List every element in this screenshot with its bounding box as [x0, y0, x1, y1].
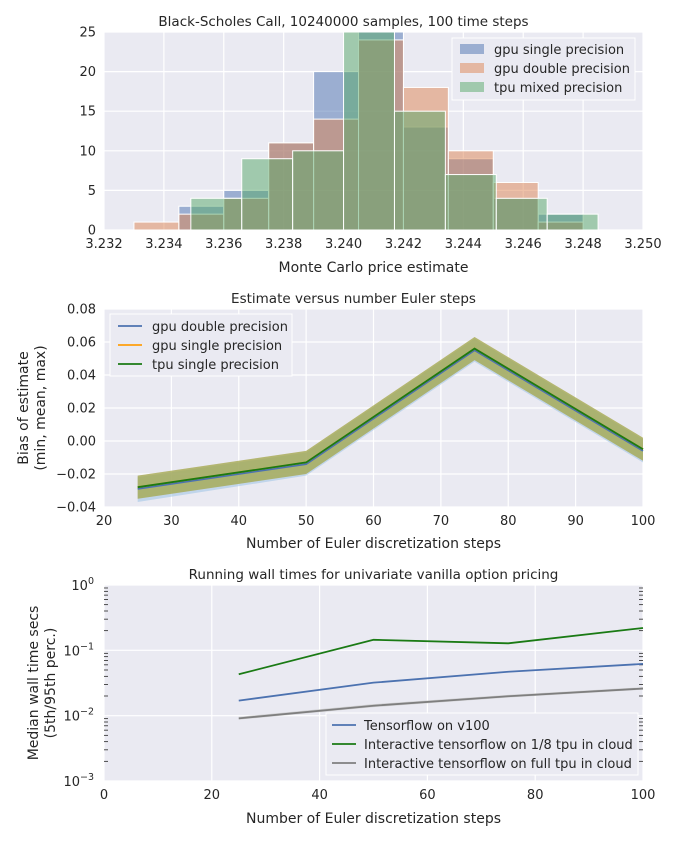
x-tick-label: 3.238	[265, 237, 302, 252]
y-tick-label: 10−2	[63, 707, 94, 725]
y-tick-base: 10	[63, 710, 80, 725]
y-tick-label: 0.06	[67, 336, 96, 351]
histogram-bar	[393, 110, 446, 231]
y-tick-label: 20	[79, 65, 96, 80]
legend-label: gpu double precision	[152, 320, 288, 335]
series-line	[238, 687, 644, 720]
y-tick-label: 0.02	[67, 402, 96, 417]
series-line-tpu-single-precision	[137, 347, 644, 489]
y-tick-exponent: −3	[80, 772, 94, 783]
x-tick-label: 100	[631, 788, 656, 803]
y-axis-label-line: Bias of estimate	[16, 351, 32, 464]
min-max-band	[137, 337, 643, 499]
histogram-bar	[546, 213, 599, 231]
y-tick-label: −0.02	[56, 468, 96, 483]
x-tick-label: 30	[163, 514, 180, 529]
x-tick-label: 3.236	[205, 237, 242, 252]
x-tick-label: 3.232	[85, 237, 122, 252]
chart-title: Running wall times for univariate vanill…	[189, 567, 559, 583]
x-tick-label: 40	[230, 514, 247, 529]
x-tick-label: 50	[298, 514, 315, 529]
legend-swatch	[460, 44, 484, 54]
x-tick-label: 70	[433, 514, 450, 529]
y-tick-label: 5	[88, 184, 96, 199]
y-tick-label: 0	[88, 224, 96, 239]
histogram-bar	[292, 150, 345, 231]
y-tick-label: 0.04	[67, 369, 96, 384]
legend	[325, 712, 639, 776]
histogram-bar	[495, 197, 548, 231]
series-line	[238, 662, 644, 702]
x-axis-label: Number of Euler discretization steps	[246, 536, 501, 552]
x-tick-label: 3.248	[565, 237, 602, 252]
y-axis-label: Median wall time secs(5th/95th perc.)	[26, 606, 59, 761]
legend-label: gpu double precision	[494, 62, 630, 77]
legend-swatch	[460, 82, 484, 92]
x-tick-label: 3.242	[385, 237, 422, 252]
y-tick-label: −0.04	[56, 501, 96, 516]
y-tick-exponent: −1	[80, 641, 94, 652]
x-tick-label: 80	[527, 788, 544, 803]
legend-label: Interactive tensorflow on full tpu in cl…	[364, 757, 632, 772]
chart-title: Estimate versus number Euler steps	[231, 291, 476, 307]
x-tick-label: 80	[500, 514, 517, 529]
legend-label: tpu mixed precision	[494, 81, 622, 96]
legend-label: Tensorflow on v100	[363, 719, 490, 734]
y-axis-label-line: (5th/95th perc.)	[43, 628, 59, 739]
y-tick-label: 0.00	[67, 435, 96, 450]
x-tick-label: 100	[631, 514, 656, 529]
legend-label: Interactive tensorflow on 1/8 tpu in clo…	[364, 738, 633, 753]
y-axis-label-line: Median wall time secs	[26, 606, 42, 761]
y-tick-label: 0.08	[67, 303, 96, 318]
histogram-bar	[241, 158, 294, 231]
y-tick-label: 100	[71, 576, 94, 594]
legend-swatch	[460, 63, 484, 73]
y-tick-label: 15	[79, 105, 96, 120]
x-axis-label: Number of Euler discretization steps	[246, 811, 501, 827]
x-tick-label: 3.240	[325, 237, 362, 252]
y-tick-base: 10	[63, 775, 80, 790]
x-tick-label: 90	[567, 514, 584, 529]
x-tick-label: 3.244	[445, 237, 482, 252]
x-tick-label: 3.250	[624, 237, 661, 252]
series-line-gpu-double-precision	[137, 349, 644, 490]
histogram-bar	[133, 221, 180, 231]
histogram-bar	[444, 174, 497, 231]
bias-line-chart: 20 30 40 50 60 70 80 90 100 −0.04 −0.02 0.00 0.02 0.0…	[16, 291, 655, 552]
y-tick-exponent: 0	[88, 576, 94, 587]
y-tick-base: 10	[71, 579, 88, 594]
y-axis-label: Bias of estimate(min, mean, max)	[16, 345, 49, 470]
series-tpu-mixed-precision	[190, 31, 599, 231]
x-tick-label: 3.246	[505, 237, 542, 252]
y-tick-label: 10−3	[63, 772, 94, 790]
x-axis-label: Monte Carlo price estimate	[279, 260, 469, 276]
x-tick-label: 3.234	[145, 237, 182, 252]
y-tick-exponent: −2	[80, 707, 94, 718]
histogram-bar	[343, 31, 395, 231]
x-tick-label: 0	[100, 788, 108, 803]
x-tick-label: 60	[419, 788, 436, 803]
histogram-bar	[190, 197, 243, 231]
legend-label: tpu single precision	[152, 358, 279, 373]
y-axis-label-line: (min, mean, max)	[33, 345, 49, 470]
percentile-band	[238, 687, 643, 720]
chart-title: Black-Scholes Call, 10240000 samples, 10…	[158, 14, 528, 30]
x-tick-label: 40	[311, 788, 328, 803]
legend-label: gpu single precision	[494, 43, 624, 58]
x-tick-label: 20	[204, 788, 221, 803]
y-tick-label: 10−1	[63, 641, 94, 659]
y-tick-label: 10	[79, 144, 96, 159]
y-tick-label: 25	[79, 26, 96, 41]
legend-label: gpu single precision	[152, 339, 282, 354]
x-tick-label: 60	[365, 514, 382, 529]
series-line	[238, 627, 644, 676]
x-tick-label: 20	[96, 514, 113, 529]
y-tick-base: 10	[63, 644, 80, 659]
histogram-chart: 3.232 3.234 3.236 3.238 3.240 3.242 3.244 3.246…	[79, 14, 661, 276]
